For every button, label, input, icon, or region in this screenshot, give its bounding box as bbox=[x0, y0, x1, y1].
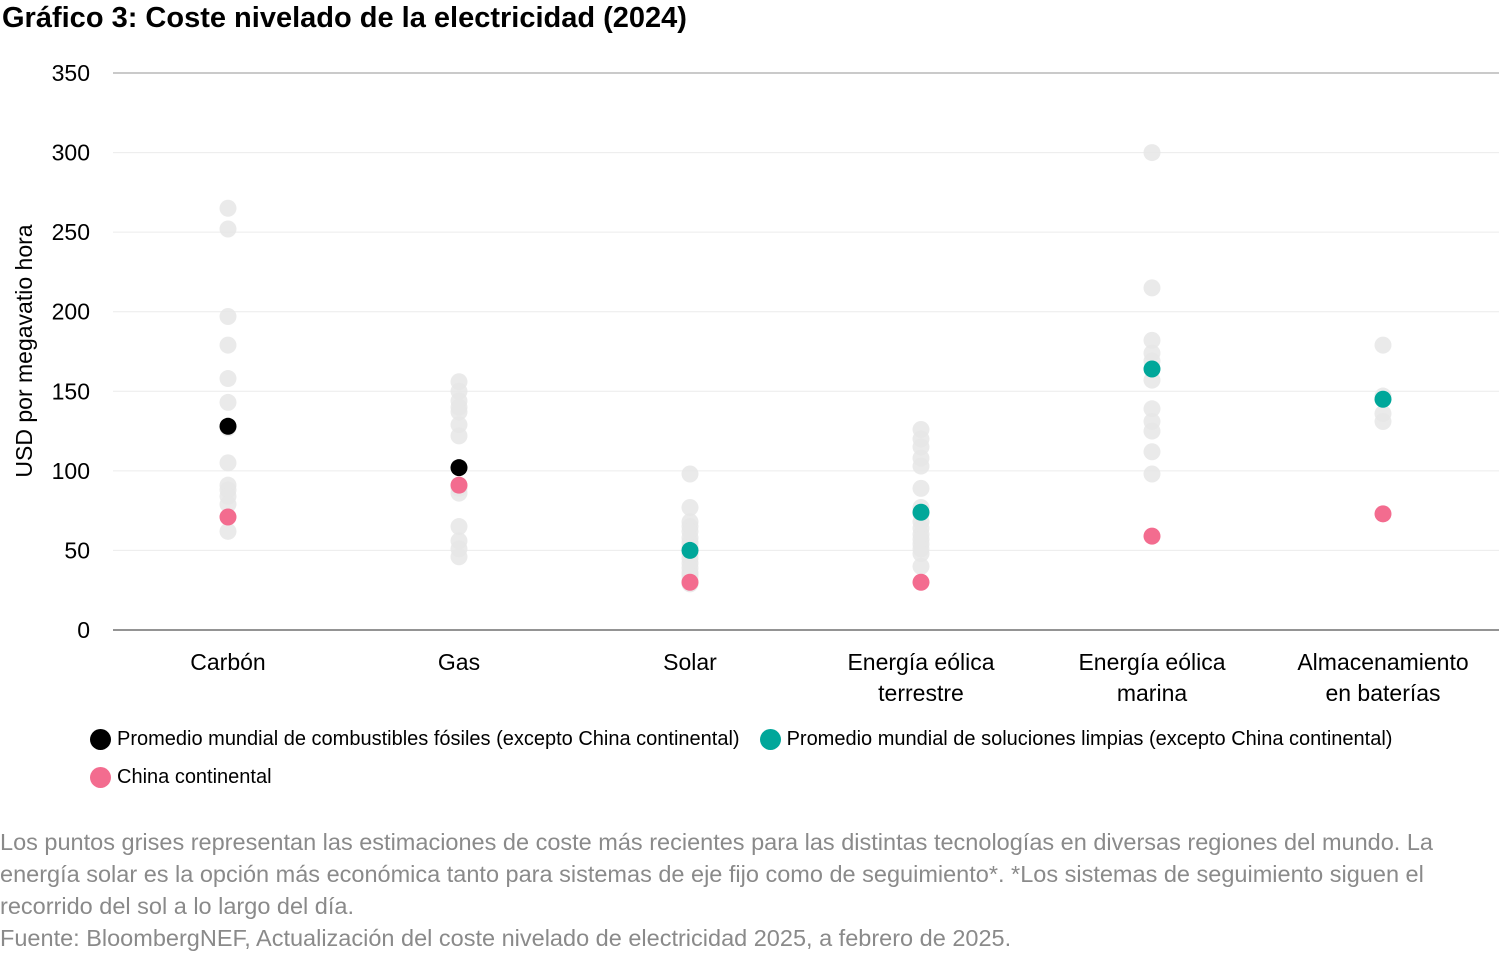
x-category-label-line: marina bbox=[1117, 680, 1188, 706]
regional-estimate-point bbox=[219, 307, 237, 325]
x-category-label-line: Carbón bbox=[190, 649, 265, 675]
regional-estimate-point bbox=[912, 545, 930, 563]
legend-row: China continental bbox=[90, 762, 1490, 792]
regional-estimate-point bbox=[219, 495, 237, 513]
regional-estimate-point bbox=[219, 199, 237, 217]
x-category-label-line: Gas bbox=[438, 649, 480, 675]
series-point bbox=[219, 417, 237, 435]
series-point bbox=[219, 508, 237, 526]
y-tick-label: 350 bbox=[52, 60, 90, 86]
x-category-label-line: Energía eólica bbox=[1078, 649, 1225, 675]
series-point bbox=[1374, 390, 1392, 408]
legend-label-china: China continental bbox=[117, 765, 272, 788]
x-category-label-line: Solar bbox=[663, 649, 717, 675]
y-axis-label: USD por megavatio hora bbox=[11, 224, 37, 477]
regional-estimate-point bbox=[219, 522, 237, 540]
series-point bbox=[912, 573, 930, 591]
series-point bbox=[1143, 360, 1161, 378]
regional-estimate-point bbox=[1143, 422, 1161, 440]
regional-estimate-point bbox=[219, 393, 237, 411]
regional-estimate-point bbox=[450, 548, 468, 566]
chart-notes: Los puntos grises representan las estima… bbox=[0, 826, 1500, 954]
regional-estimate-points bbox=[219, 144, 1392, 593]
regional-estimate-point bbox=[1374, 413, 1392, 431]
series-point bbox=[681, 541, 699, 559]
series-points bbox=[219, 360, 1392, 591]
x-axis-category-labels: Carbón Gas Solar Energía eólica terrestreEne… bbox=[190, 649, 1468, 706]
y-tick-label: 50 bbox=[64, 537, 90, 563]
regional-estimate-point bbox=[219, 454, 237, 472]
x-category-label: Carbón bbox=[190, 649, 265, 675]
regional-estimate-point bbox=[450, 403, 468, 421]
regional-estimate-point bbox=[1374, 336, 1392, 354]
regional-estimate-point bbox=[1143, 144, 1161, 162]
legend: Promedio mundial de combustibles fósiles… bbox=[90, 724, 1490, 800]
regional-estimate-point bbox=[1143, 279, 1161, 297]
series-point bbox=[681, 573, 699, 591]
regional-estimate-point bbox=[450, 427, 468, 445]
regional-estimate-point bbox=[912, 557, 930, 575]
series-point bbox=[450, 476, 468, 494]
legend-item-china: China continental bbox=[90, 766, 272, 789]
x-category-label: Almacenamiento en baterías bbox=[1297, 649, 1468, 706]
x-category-label: Energía eólica marina bbox=[1078, 649, 1225, 706]
legend-item-clean: Promedio mundial de soluciones limpias (… bbox=[759, 727, 1393, 751]
grid-lines bbox=[113, 72, 1499, 631]
regional-estimate-point bbox=[219, 220, 237, 238]
regional-estimate-point bbox=[1143, 465, 1161, 483]
chart-plot: 0 50 100 150 200 250 300 350 USD por megavatio … bbox=[11, 60, 1499, 706]
x-category-label-line: terrestre bbox=[878, 680, 964, 706]
note-description: Los puntos grises representan las estima… bbox=[0, 829, 1433, 919]
regional-estimate-point bbox=[450, 518, 468, 536]
regional-estimate-point bbox=[1143, 400, 1161, 418]
regional-estimate-point bbox=[912, 457, 930, 475]
x-category-label: Solar bbox=[663, 649, 717, 675]
regional-estimate-point bbox=[219, 336, 237, 354]
x-category-label-line: Almacenamiento bbox=[1297, 649, 1468, 675]
legend-swatch-china bbox=[90, 766, 111, 788]
x-category-label-line: en baterías bbox=[1325, 680, 1440, 706]
legend-label-clean: Promedio mundial de soluciones limpias (… bbox=[786, 727, 1393, 750]
legend-row: Promedio mundial de combustibles fósiles… bbox=[90, 724, 1490, 754]
series-point bbox=[1374, 505, 1392, 523]
regional-estimate-point bbox=[219, 370, 237, 388]
legend-swatch-clean bbox=[759, 728, 781, 750]
y-tick-label: 100 bbox=[52, 458, 90, 484]
y-axis-tick-labels: 0 50 100 150 200 250 300 350 bbox=[52, 60, 90, 643]
x-category-label: Gas bbox=[438, 649, 480, 675]
note-source: Fuente: BloombergNEF, Actualización del … bbox=[0, 925, 1012, 951]
series-point bbox=[450, 459, 468, 477]
regional-estimate-point bbox=[1143, 331, 1161, 349]
y-tick-label: 0 bbox=[77, 617, 90, 643]
series-point bbox=[912, 503, 930, 521]
y-tick-label: 150 bbox=[52, 378, 90, 404]
legend-label-fossil: Promedio mundial de combustibles fósiles… bbox=[117, 727, 740, 750]
x-category-label: Energía eólica terrestre bbox=[847, 649, 994, 706]
regional-estimate-point bbox=[1143, 443, 1161, 461]
x-category-label-line: Energía eólica bbox=[847, 649, 994, 675]
regional-estimate-point bbox=[681, 465, 699, 483]
regional-estimate-point bbox=[912, 479, 930, 497]
regional-estimate-point bbox=[681, 498, 699, 516]
y-tick-label: 250 bbox=[52, 219, 90, 245]
legend-item-fossil: Promedio mundial de combustibles fósiles… bbox=[90, 728, 740, 751]
chart-title: Gráfico 3: Coste nivelado de la electric… bbox=[2, 2, 687, 34]
legend-swatch-fossil bbox=[90, 728, 111, 750]
y-tick-label: 200 bbox=[52, 299, 90, 325]
series-point bbox=[1143, 527, 1161, 545]
y-tick-label: 300 bbox=[52, 140, 90, 166]
